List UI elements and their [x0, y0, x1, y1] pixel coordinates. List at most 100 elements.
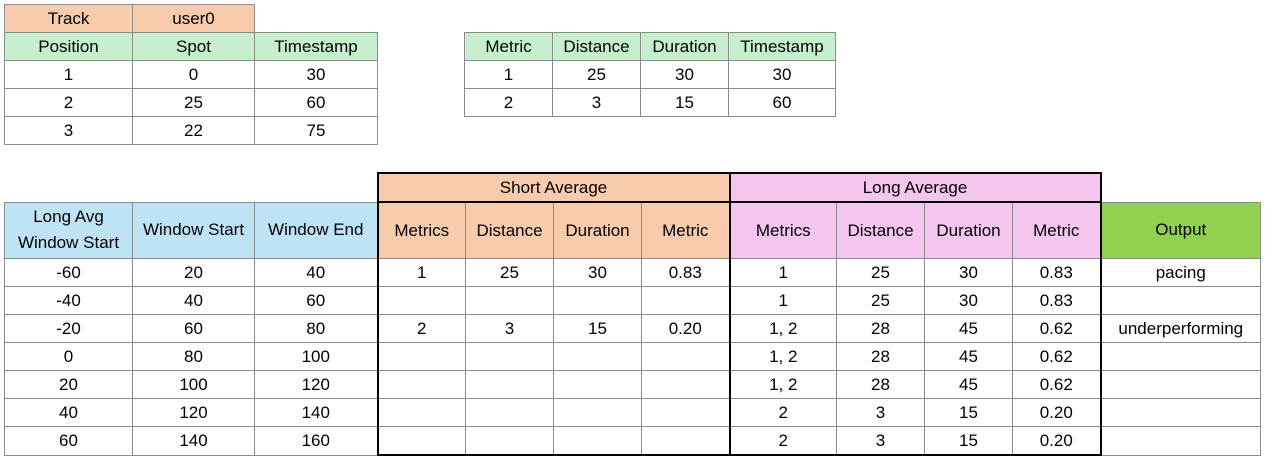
cell[interactable] [376, 342, 467, 371]
cell[interactable]: 30 [924, 286, 1014, 315]
cell[interactable] [1100, 286, 1262, 315]
header-short-metric[interactable]: Metric [641, 201, 731, 259]
cell[interactable]: 25 [836, 286, 926, 315]
cell[interactable] [465, 286, 555, 315]
cell[interactable]: 80 [132, 342, 255, 371]
cell[interactable]: 120 [253, 370, 379, 399]
header-spot[interactable]: Spot [132, 32, 255, 61]
cell[interactable] [376, 286, 467, 315]
header-position[interactable]: Position [4, 32, 133, 61]
cell[interactable]: 100 [132, 370, 255, 399]
cell[interactable]: 22 [132, 116, 255, 145]
cell[interactable]: 0.62 [1012, 342, 1102, 371]
cell[interactable]: 25 [132, 88, 255, 117]
cell[interactable]: 2 [4, 88, 133, 117]
header-duration[interactable]: Duration [640, 32, 729, 61]
cell[interactable]: 1, 2 [729, 314, 838, 343]
cell[interactable]: 15 [640, 88, 729, 117]
header-timestamp[interactable]: Timestamp [254, 32, 378, 61]
cell[interactable]: 75 [254, 116, 378, 145]
cell[interactable] [641, 286, 731, 315]
cell[interactable] [376, 426, 467, 456]
group-long-average[interactable]: Long Average [729, 172, 1102, 203]
cell[interactable]: 1, 2 [729, 370, 838, 399]
cell[interactable] [641, 370, 731, 399]
cell[interactable]: pacing [1100, 258, 1262, 287]
cell[interactable]: 0.83 [641, 258, 731, 287]
header-window-start[interactable]: Window Start [132, 201, 255, 259]
cell[interactable]: 0.62 [1012, 314, 1102, 343]
cell[interactable]: 30 [553, 258, 643, 287]
cell[interactable]: 3 [552, 88, 641, 117]
cell[interactable]: -60 [4, 258, 133, 287]
cell[interactable]: 0 [132, 60, 255, 89]
track-label-cell[interactable]: Track [4, 4, 133, 33]
cell[interactable]: 20 [132, 258, 255, 287]
cell[interactable] [641, 342, 731, 371]
cell[interactable]: 0.83 [1012, 286, 1102, 315]
cell[interactable]: 45 [924, 370, 1014, 399]
cell[interactable]: 3 [836, 398, 926, 427]
header-long-metric[interactable]: Metric [1012, 201, 1102, 259]
cell[interactable]: 100 [253, 342, 379, 371]
cell[interactable]: underperforming [1100, 314, 1262, 343]
cell[interactable]: 15 [924, 398, 1014, 427]
header-output[interactable]: Output [1100, 201, 1262, 259]
cell[interactable]: 25 [836, 258, 926, 287]
header-short-metrics[interactable]: Metrics [376, 201, 467, 259]
cell[interactable] [1100, 398, 1262, 427]
cell[interactable]: 1 [464, 60, 553, 89]
cell[interactable]: 140 [132, 426, 255, 456]
cell[interactable]: 60 [253, 286, 379, 315]
header-distance[interactable]: Distance [552, 32, 641, 61]
cell[interactable]: 25 [465, 258, 555, 287]
cell[interactable]: 1 [4, 60, 133, 89]
cell[interactable]: -40 [4, 286, 133, 315]
cell[interactable] [465, 426, 555, 456]
cell[interactable]: 0.62 [1012, 370, 1102, 399]
cell[interactable]: 40 [4, 398, 133, 427]
cell[interactable] [553, 342, 643, 371]
cell[interactable]: 45 [924, 314, 1014, 343]
cell[interactable]: 0.83 [1012, 258, 1102, 287]
cell[interactable] [641, 426, 731, 456]
cell[interactable] [641, 398, 731, 427]
cell[interactable] [553, 398, 643, 427]
cell[interactable]: 3 [836, 426, 926, 456]
cell[interactable] [1100, 426, 1262, 456]
header-window-end[interactable]: Window End [253, 201, 379, 259]
cell[interactable]: 40 [132, 286, 255, 315]
cell[interactable]: 2 [729, 398, 838, 427]
cell[interactable]: 30 [254, 60, 378, 89]
cell[interactable]: 30 [640, 60, 729, 89]
cell[interactable]: 60 [254, 88, 378, 117]
header-long-avg-window-start[interactable]: Long Avg Window Start [4, 201, 133, 259]
cell[interactable] [465, 342, 555, 371]
cell[interactable]: 28 [836, 342, 926, 371]
track-value-cell[interactable]: user0 [132, 4, 255, 33]
cell[interactable] [1100, 342, 1262, 371]
cell[interactable]: 40 [253, 258, 379, 287]
cell[interactable]: 0.20 [1012, 426, 1102, 456]
cell[interactable]: 60 [4, 426, 133, 456]
cell[interactable] [553, 426, 643, 456]
group-short-average[interactable]: Short Average [376, 172, 731, 203]
cell[interactable]: 15 [553, 314, 643, 343]
cell[interactable]: 60 [132, 314, 255, 343]
cell[interactable]: 0.20 [1012, 398, 1102, 427]
header-short-duration[interactable]: Duration [553, 201, 643, 259]
cell[interactable]: 45 [924, 342, 1014, 371]
header-metric[interactable]: Metric [464, 32, 553, 61]
cell[interactable]: 2 [729, 426, 838, 456]
cell[interactable]: 20 [4, 370, 133, 399]
header-timestamp[interactable]: Timestamp [728, 32, 836, 61]
cell[interactable]: 2 [376, 314, 467, 343]
cell[interactable]: 30 [924, 258, 1014, 287]
cell[interactable] [376, 370, 467, 399]
cell[interactable]: 160 [253, 426, 379, 456]
cell[interactable]: 15 [924, 426, 1014, 456]
cell[interactable] [376, 398, 467, 427]
header-long-duration[interactable]: Duration [924, 201, 1014, 259]
cell[interactable] [465, 370, 555, 399]
cell[interactable]: 3 [465, 314, 555, 343]
